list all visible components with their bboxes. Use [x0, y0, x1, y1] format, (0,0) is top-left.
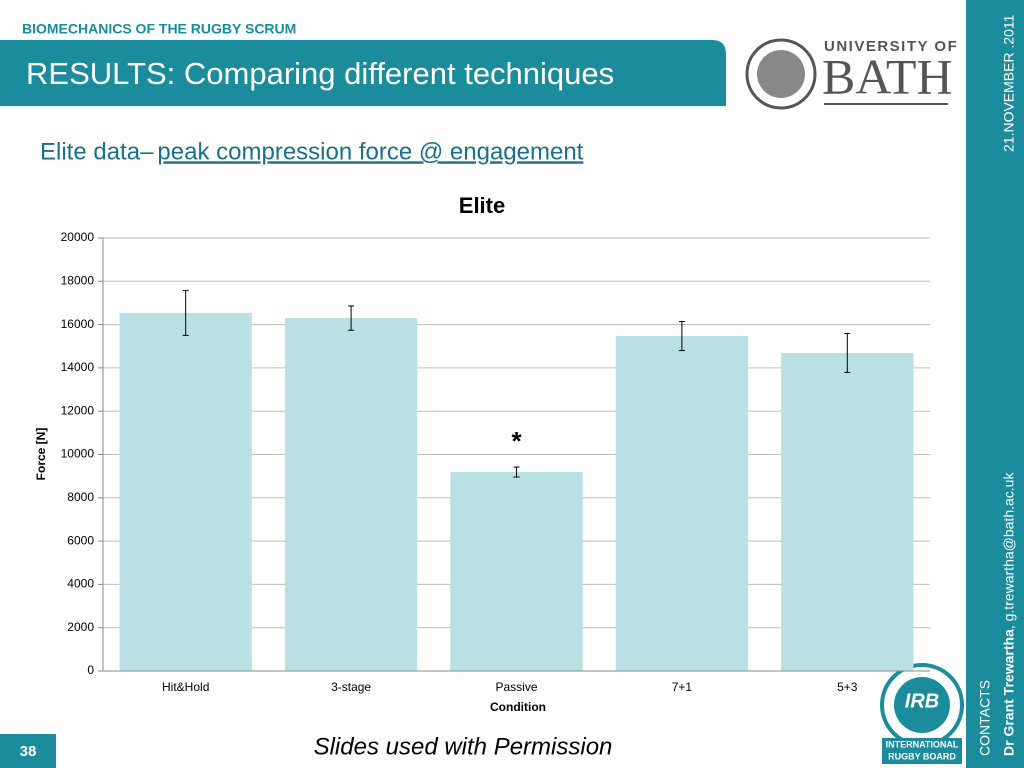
- chart: Elite Condition Force [N] 0 2000 4000 6000 8…: [34, 193, 930, 714]
- y-tick-label: 2000: [67, 620, 94, 634]
- y-tick-label: 20000: [61, 230, 95, 244]
- y-tick-label: 8000: [67, 490, 94, 504]
- irb-line1: INTERNATIONAL: [886, 739, 959, 749]
- x-tick-label: 5+3: [837, 680, 858, 694]
- y-tick-label: 16000: [61, 317, 95, 331]
- y-tick-label: 12000: [61, 403, 95, 417]
- contact-name: Dr Grant Trewartha: [1001, 629, 1017, 756]
- x-axis-label: Condition: [490, 700, 546, 714]
- y-axis-label: Force [N]: [34, 428, 48, 481]
- x-tick-label: 7+1: [672, 680, 693, 694]
- logo-top: UNIVERSITY OF: [824, 38, 958, 55]
- title-bar: [0, 40, 726, 106]
- contact-email: , g.trewartha@bath.ac.uk: [1001, 472, 1017, 630]
- y-tick-label: 18000: [61, 273, 95, 287]
- irb-line2: RUGBY BOARD: [888, 751, 956, 761]
- irb-logo: IRB INTERNATIONAL RUGBY BOARD: [880, 663, 964, 764]
- subtitle-lead: Elite data–: [40, 138, 154, 165]
- contacts-label: CONTACTS: [977, 680, 993, 756]
- page-number: 38: [20, 743, 37, 760]
- page-number-box: [0, 734, 56, 768]
- y-tick-label: 4000: [67, 577, 94, 591]
- chart-title: Elite: [459, 193, 505, 218]
- bar: [450, 472, 583, 671]
- y-tick-label: 6000: [67, 533, 94, 547]
- bar: [781, 352, 914, 671]
- slide-title: RESULTS: Comparing different techniques: [26, 56, 614, 91]
- subtitle-link: peak compression force @ engagement: [157, 138, 583, 165]
- header-label: BIOMECHANICS OF THE RUGBY SCRUM: [22, 21, 296, 37]
- x-tick-label: 3-stage: [331, 680, 371, 694]
- irb-ball: [894, 677, 950, 733]
- y-tick-label: 0: [87, 663, 94, 677]
- footer-note: Slides used with Permission: [314, 733, 613, 760]
- side-strip: [966, 0, 1024, 768]
- logo-main: BATH: [822, 48, 953, 104]
- y-tick-label: 14000: [61, 360, 95, 374]
- bar: [615, 336, 749, 671]
- y-tick-label: 10000: [61, 447, 95, 461]
- university-logo: UNIVERSITY OF BATH: [745, 38, 958, 110]
- x-tick-label: Passive: [495, 680, 537, 694]
- logo-face: [757, 50, 805, 98]
- irb-text: IRB: [905, 690, 939, 712]
- annotation: *: [511, 426, 522, 456]
- irb-banner: [882, 738, 962, 764]
- bar: [284, 318, 418, 671]
- x-tick-label: Hit&Hold: [162, 680, 209, 694]
- date: 21.NOVEMBER .2011: [1001, 14, 1017, 152]
- bar: [119, 312, 252, 671]
